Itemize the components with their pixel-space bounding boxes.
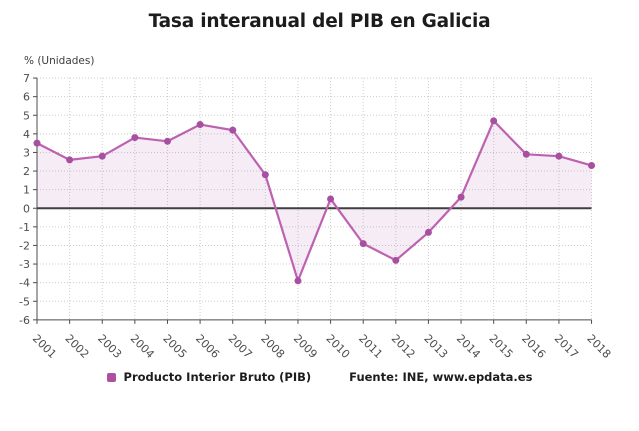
x-tick-label-2009: 2009 — [291, 332, 320, 361]
x-tick-label-2015: 2015 — [487, 332, 516, 361]
y-tick-label--6: -6 — [19, 314, 30, 327]
pib-series-line — [35, 119, 593, 282]
x-tick-label-2014: 2014 — [454, 332, 483, 361]
y-tick-label-1: 1 — [23, 184, 30, 197]
y-tick-label--3: -3 — [19, 258, 30, 271]
x-tick-label-2004: 2004 — [128, 332, 157, 361]
legend: Producto Interior Bruto (PIB) Fuente: IN… — [0, 370, 639, 384]
y-tick-label-6: 6 — [23, 91, 30, 104]
data-point-2003[interactable] — [98, 152, 106, 160]
legend-label-pib: Producto Interior Bruto (PIB) — [123, 370, 312, 384]
x-tick-label-2012: 2012 — [389, 332, 418, 361]
data-point-2016[interactable] — [522, 150, 530, 158]
x-axis-labels: 2001 2002 2003 2004 2005 2006 2007 2008 2009 2010… — [30, 332, 614, 361]
data-point-2013[interactable] — [424, 228, 432, 236]
y-tick-label-5: 5 — [23, 109, 30, 122]
legend-item-pib[interactable]: Producto Interior Bruto (PIB) — [106, 370, 312, 384]
x-tick-label-2008: 2008 — [258, 332, 287, 361]
y-tick-label--4: -4 — [19, 277, 30, 290]
data-points — [33, 117, 596, 285]
x-tick-label-2003: 2003 — [95, 332, 124, 361]
y-tick-label--1: -1 — [19, 221, 30, 234]
x-tick-label-2010: 2010 — [323, 332, 352, 361]
y-tick-label--5: -5 — [19, 295, 30, 308]
x-tick-label-2006: 2006 — [193, 332, 222, 361]
x-tick-label-2002: 2002 — [62, 332, 91, 361]
data-point-2005[interactable] — [163, 137, 171, 145]
x-tick-label-2017: 2017 — [552, 332, 581, 361]
x-tick-label-2018: 2018 — [584, 332, 613, 361]
y-tick-label-7: 7 — [23, 72, 30, 85]
data-point-2008[interactable] — [261, 171, 269, 179]
y-tick-label-0: 0 — [23, 202, 30, 215]
x-tick-label-2013: 2013 — [421, 332, 450, 361]
data-point-2014[interactable] — [457, 193, 465, 201]
x-tick-label-2005: 2005 — [160, 332, 189, 361]
data-point-2017[interactable] — [555, 152, 563, 160]
data-point-2006[interactable] — [196, 121, 204, 129]
data-point-2007[interactable] — [229, 126, 237, 134]
data-point-2012[interactable] — [392, 256, 400, 264]
chart-title: Tasa interanual del PIB en Galicia — [148, 11, 491, 32]
data-point-2001[interactable] — [33, 139, 41, 147]
x-tick-label-2016: 2016 — [519, 332, 548, 361]
x-tick-label-2001: 2001 — [30, 332, 59, 361]
y-axis-labels: 7 6 5 4 3 2 1 0 -1 -2 -3 -4 -5 -6 — [19, 72, 30, 327]
y-tick-label-4: 4 — [23, 128, 30, 141]
axes — [33, 77, 593, 324]
data-point-2010[interactable] — [327, 195, 335, 203]
source-attribution: Fuente: INE, www.epdata.es — [349, 370, 533, 384]
x-tick-label-2007: 2007 — [226, 332, 255, 361]
y-tick-label-2: 2 — [23, 165, 30, 178]
y-tick-label--2: -2 — [19, 239, 30, 252]
data-point-2011[interactable] — [359, 240, 367, 248]
data-point-2018[interactable] — [588, 161, 596, 169]
legend-marker-pib — [106, 372, 116, 382]
data-point-2002[interactable] — [66, 156, 74, 164]
data-point-2004[interactable] — [131, 134, 139, 142]
data-point-2009[interactable] — [294, 277, 302, 285]
area-fill — [37, 120, 592, 281]
y-axis-unit-label: % (Unidades) — [24, 55, 95, 67]
x-tick-label-2011: 2011 — [356, 332, 385, 361]
y-tick-label-3: 3 — [23, 146, 30, 159]
data-point-2015[interactable] — [490, 117, 498, 125]
